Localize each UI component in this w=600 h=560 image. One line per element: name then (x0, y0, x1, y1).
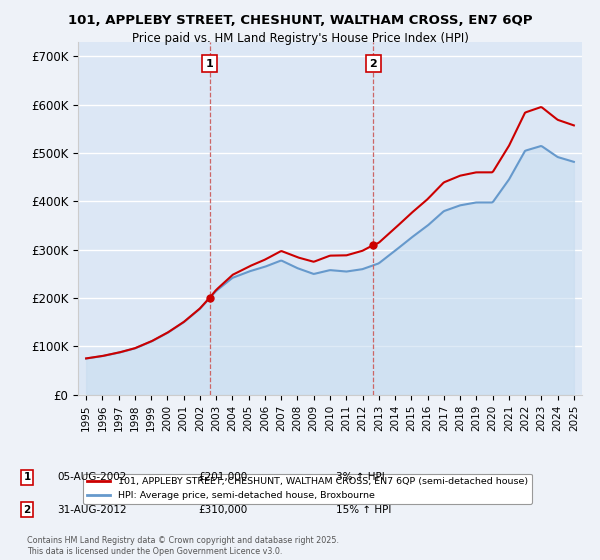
Text: 1: 1 (206, 59, 214, 69)
Text: 15% ↑ HPI: 15% ↑ HPI (336, 505, 391, 515)
Text: 05-AUG-2002: 05-AUG-2002 (57, 472, 127, 482)
Legend: 101, APPLEBY STREET, CHESHUNT, WALTHAM CROSS, EN7 6QP (semi-detached house), HPI: 101, APPLEBY STREET, CHESHUNT, WALTHAM C… (83, 474, 532, 504)
Text: 2: 2 (23, 505, 31, 515)
Text: 3% ↑ HPI: 3% ↑ HPI (336, 472, 385, 482)
Text: Price paid vs. HM Land Registry's House Price Index (HPI): Price paid vs. HM Land Registry's House … (131, 32, 469, 45)
Text: £201,000: £201,000 (198, 472, 247, 482)
Text: £310,000: £310,000 (198, 505, 247, 515)
Text: 101, APPLEBY STREET, CHESHUNT, WALTHAM CROSS, EN7 6QP: 101, APPLEBY STREET, CHESHUNT, WALTHAM C… (68, 14, 532, 27)
Text: 31-AUG-2012: 31-AUG-2012 (57, 505, 127, 515)
Text: 1: 1 (23, 472, 31, 482)
Text: 2: 2 (370, 59, 377, 69)
Text: Contains HM Land Registry data © Crown copyright and database right 2025.
This d: Contains HM Land Registry data © Crown c… (27, 536, 339, 556)
